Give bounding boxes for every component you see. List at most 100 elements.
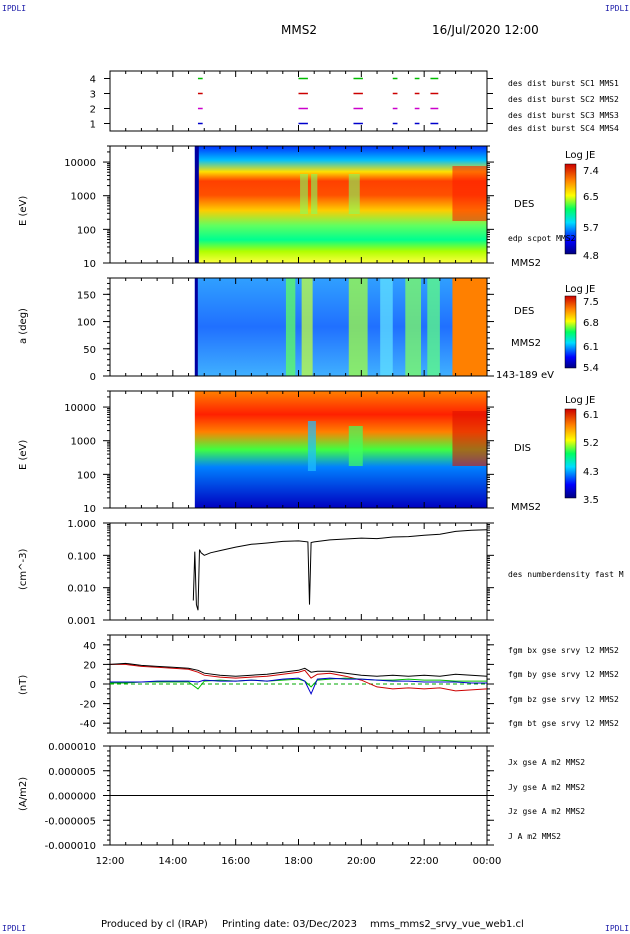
y-tick-label: 10 xyxy=(83,259,96,270)
current-y-tick-label: 0.000010 xyxy=(48,742,96,753)
y-tick-label: 10000 xyxy=(64,158,96,169)
spectrogram-feature xyxy=(301,278,313,376)
spectrogram-fill xyxy=(194,278,487,376)
des-pitch-angle-spectrogram: 0 50 100 150 xyxy=(77,277,494,383)
des-energy-cbar-tick-1: 7.4 xyxy=(583,166,599,177)
current-y-tick-label: -0.000005 xyxy=(45,816,96,827)
corner-label-bottom-left: IPDLI xyxy=(2,924,27,933)
dis-energy-spectrogram: 10 100 1000 10000 xyxy=(64,390,494,515)
time-tick-label: 22:00 xyxy=(410,856,439,867)
current-y-tick-label: 0.000000 xyxy=(48,792,96,803)
footer-file-name: mms_mms2_srvy_vue_web1.cl xyxy=(370,919,524,930)
spectrogram-feature xyxy=(348,278,368,376)
des-pitch-cbar-tick-3: 6.1 xyxy=(583,342,599,353)
spectrogram-feature xyxy=(348,174,360,214)
des-pitch-cbar-tick-1: 7.5 xyxy=(583,297,599,308)
bfield-legend-bz: fgm bz gse srvy l2 MMS2 xyxy=(508,695,619,704)
bfield-y-tick-label: 20 xyxy=(83,660,96,671)
spectrogram-feature xyxy=(452,411,487,466)
spacecraft-title: MMS2 xyxy=(281,23,317,37)
corner-label-top-left: IPDLI xyxy=(2,4,27,13)
bfield-legend-bx: fgm bx gse srvy l2 MMS2 xyxy=(508,646,619,655)
density-legend: des numberdensity fast M xyxy=(508,570,624,579)
burst-panel: 1 2 3 4 xyxy=(90,70,493,132)
burst-frame xyxy=(109,70,488,132)
spectrogram-fill xyxy=(194,391,487,508)
density-panel: 0.001 0.010 0.100 1.000 xyxy=(67,519,494,627)
burst-y-tick-label: 1 xyxy=(90,120,96,131)
time-tick-label: 14:00 xyxy=(158,856,187,867)
density-y-tick-label: 0.010 xyxy=(67,584,96,595)
spectrogram-feature xyxy=(194,278,198,376)
bfield-y-tick-label: -20 xyxy=(80,700,96,711)
datetime-title: 16/Jul/2020 12:00 xyxy=(432,23,539,37)
current-legend-j: J A m2 MMS2 xyxy=(508,832,561,841)
burst-legend-3: des dist burst SC3 MMS3 xyxy=(508,111,619,120)
time-tick-label: 16:00 xyxy=(221,856,250,867)
spectrogram-fill xyxy=(194,146,487,263)
des-energy-cbar-tick-3: 5.7 xyxy=(583,223,599,234)
time-axis: 12:00 14:00 16:00 18:00 20:00 22:00 00:00 xyxy=(96,856,502,867)
density-series-line xyxy=(192,529,488,611)
des-energy-cbar-tick-2: 6.5 xyxy=(583,192,599,203)
y-tick-label: 1000 xyxy=(71,192,96,203)
density-y-tick-label: 0.001 xyxy=(67,616,96,627)
dis-energy-cbar-tick-2: 5.2 xyxy=(583,438,599,449)
footer-printing-date: Printing date: 03/Dec/2023 xyxy=(222,919,358,930)
des-energy-ylabel: E (eV) xyxy=(18,195,29,226)
corner-label-top-right: IPDLI xyxy=(605,4,630,13)
y-tick-label: 1000 xyxy=(71,437,96,448)
des-energy-spacecraft: MMS2 xyxy=(511,258,541,269)
spectrogram-feature xyxy=(427,278,440,376)
des-pitch-instrument: DES xyxy=(514,306,535,317)
time-tick-label: 12:00 xyxy=(96,856,125,867)
des-pitch-ylabel: a (deg) xyxy=(18,308,29,344)
spectrogram-feature xyxy=(380,278,393,376)
dis-energy-ylabel: E (eV) xyxy=(18,439,29,470)
burst-y-tick-label: 4 xyxy=(90,75,96,86)
bfield-series-line xyxy=(109,662,488,677)
spectrogram-feature xyxy=(452,166,487,221)
dis-energy-colorbar xyxy=(564,408,577,499)
burst-y-tick-label: 3 xyxy=(90,90,96,101)
spectrogram-feature xyxy=(405,278,422,376)
density-y-tick-label: 0.100 xyxy=(67,551,96,562)
y-tick-label: 150 xyxy=(77,290,96,301)
current-ylabel: (A/m2) xyxy=(18,776,29,811)
spectrogram-feature xyxy=(285,278,296,376)
dis-energy-colorbar-title: Log JE xyxy=(565,395,596,406)
des-energy-overlay: edp scpot MMS2 xyxy=(508,234,576,243)
y-tick-label: 10000 xyxy=(64,403,96,414)
current-panel: 0.000010 0.000005 0.000000 -0.000005 -0.0000… xyxy=(45,742,494,852)
bfield-series-line xyxy=(110,663,488,692)
des-energy-instrument: DES xyxy=(514,199,535,210)
des-energy-colorbar xyxy=(564,163,577,255)
time-tick-label: 00:00 xyxy=(473,856,502,867)
burst-legend-2: des dist burst SC2 MMS2 xyxy=(508,95,619,104)
corner-label-bottom-right: IPDLI xyxy=(605,924,630,933)
bfield-y-tick-label: 0 xyxy=(90,680,96,691)
footer-produced-by: Produced by cl (IRAP) xyxy=(101,919,208,930)
des-pitch-cbar-tick-4: 5.4 xyxy=(583,363,599,374)
des-pitch-cbar-tick-2: 6.8 xyxy=(583,318,599,329)
dis-energy-cbar-tick-3: 4.3 xyxy=(583,467,599,478)
time-tick-label: 18:00 xyxy=(284,856,313,867)
time-tick-label: 20:00 xyxy=(347,856,376,867)
burst-legend-4: des dist burst SC4 MMS4 xyxy=(508,124,619,133)
dis-energy-instrument: DIS xyxy=(514,443,531,454)
des-pitch-colorbar-title: Log JE xyxy=(565,284,596,295)
des-pitch-colorbar xyxy=(564,295,577,369)
burst-legend-1: des dist burst SC1 MMS1 xyxy=(508,79,619,88)
bfield-y-tick-label: -40 xyxy=(80,719,96,730)
current-y-tick-label: 0.000005 xyxy=(48,767,96,778)
y-tick-label: 100 xyxy=(77,318,96,329)
bfield-series-line xyxy=(110,677,487,695)
density-frame xyxy=(109,522,488,621)
y-tick-label: 50 xyxy=(83,345,96,356)
bfield-ylabel: (nT) xyxy=(18,674,29,695)
dis-energy-cbar-tick-4: 3.5 xyxy=(583,495,599,506)
bfield-y-tick-label: 40 xyxy=(83,641,96,652)
current-legend-jy: Jy gse A m2 MMS2 xyxy=(508,783,586,792)
bfield-legend-bt: fgm bt gse srvy l2 MMS2 xyxy=(508,719,619,728)
